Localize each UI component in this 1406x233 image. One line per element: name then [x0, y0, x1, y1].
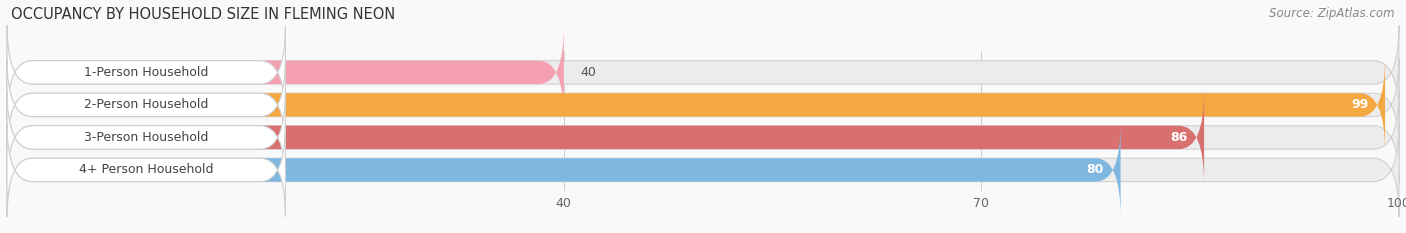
- Text: 4+ Person Household: 4+ Person Household: [79, 163, 214, 176]
- Text: 40: 40: [581, 66, 596, 79]
- Text: 80: 80: [1087, 163, 1104, 176]
- FancyBboxPatch shape: [7, 123, 285, 217]
- FancyBboxPatch shape: [7, 26, 285, 119]
- FancyBboxPatch shape: [7, 91, 285, 184]
- Text: OCCUPANCY BY HOUSEHOLD SIZE IN FLEMING NEON: OCCUPANCY BY HOUSEHOLD SIZE IN FLEMING N…: [11, 7, 395, 22]
- FancyBboxPatch shape: [7, 123, 1399, 217]
- Text: Source: ZipAtlas.com: Source: ZipAtlas.com: [1270, 7, 1395, 20]
- FancyBboxPatch shape: [7, 91, 1204, 184]
- FancyBboxPatch shape: [7, 58, 1385, 152]
- FancyBboxPatch shape: [7, 58, 285, 152]
- Text: 86: 86: [1170, 131, 1188, 144]
- Text: 1-Person Household: 1-Person Household: [84, 66, 208, 79]
- Text: 3-Person Household: 3-Person Household: [84, 131, 208, 144]
- FancyBboxPatch shape: [7, 91, 1399, 184]
- FancyBboxPatch shape: [7, 123, 1121, 217]
- FancyBboxPatch shape: [7, 58, 1399, 152]
- Text: 99: 99: [1351, 98, 1368, 111]
- FancyBboxPatch shape: [7, 26, 1399, 119]
- Text: 2-Person Household: 2-Person Household: [84, 98, 208, 111]
- FancyBboxPatch shape: [7, 26, 564, 119]
